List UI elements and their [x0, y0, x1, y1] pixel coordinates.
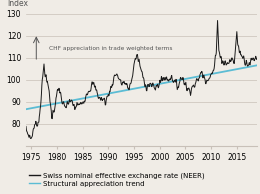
- Text: Index: Index: [8, 0, 29, 8]
- Legend: Swiss nominal effective exchange rate (NEER), Structural appreciation trend: Swiss nominal effective exchange rate (N…: [29, 173, 204, 187]
- Text: CHF appreciation in trade weighted terms: CHF appreciation in trade weighted terms: [49, 46, 173, 51]
